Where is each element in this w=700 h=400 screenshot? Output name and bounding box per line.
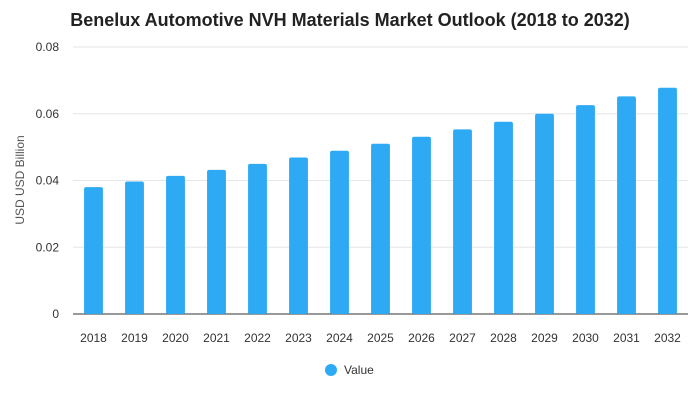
- x-tick-label: 2021: [203, 331, 230, 345]
- x-tick-label: 2031: [613, 331, 640, 345]
- y-tick-label: 0.08: [36, 40, 60, 54]
- y-tick-label: 0.04: [36, 174, 60, 188]
- bar-2026[interactable]: [412, 136, 431, 314]
- bar-2028[interactable]: [494, 121, 513, 314]
- x-tick-label: 2020: [162, 331, 189, 345]
- bar-2025[interactable]: [371, 143, 390, 314]
- bar-2022[interactable]: [248, 163, 267, 314]
- y-tick-labels: 0 0.02 0.04 0.06 0.08: [36, 40, 60, 321]
- bar-2023[interactable]: [289, 157, 308, 314]
- x-tick-label: 2019: [121, 331, 148, 345]
- x-tick-label: 2018: [80, 331, 107, 345]
- bars-layer: [84, 87, 677, 315]
- bar-2030[interactable]: [576, 105, 595, 314]
- x-tick-label: 2032: [654, 331, 681, 345]
- y-tick-label: 0: [52, 307, 59, 321]
- x-tick-label: 2029: [531, 331, 558, 345]
- x-tick-label: 2030: [572, 331, 599, 345]
- x-tick-label: 2026: [408, 331, 435, 345]
- legend-label: Value: [344, 363, 374, 377]
- x-tick-label: 2025: [367, 331, 394, 345]
- bar-2031[interactable]: [617, 96, 636, 315]
- bar-2027[interactable]: [453, 129, 472, 314]
- x-tick-label: 2022: [244, 331, 271, 345]
- x-tick-labels: 2018 2019 2020 2021 2022 2023 2024 2025 2026 2027…: [80, 331, 681, 345]
- x-tick-label: 2027: [449, 331, 476, 345]
- bar-2018[interactable]: [84, 187, 103, 314]
- y-tick-label: 0.06: [36, 107, 60, 121]
- bar-2020[interactable]: [166, 175, 185, 314]
- bar-2021[interactable]: [207, 169, 226, 314]
- x-tick-label: 2023: [285, 331, 312, 345]
- legend[interactable]: Value: [325, 363, 374, 377]
- y-tick-label: 0.02: [36, 240, 60, 254]
- x-tick-label: 2024: [326, 331, 353, 345]
- x-tick-label: 2028: [490, 331, 517, 345]
- bar-2019[interactable]: [125, 181, 144, 314]
- bar-2032[interactable]: [658, 87, 677, 314]
- chart-title: Benelux Automotive NVH Materials Market …: [70, 10, 630, 30]
- legend-swatch-icon: [325, 364, 337, 376]
- bar-2029[interactable]: [535, 113, 554, 314]
- y-axis-label: USD USD Billion: [13, 135, 27, 224]
- bar-2024[interactable]: [330, 150, 349, 314]
